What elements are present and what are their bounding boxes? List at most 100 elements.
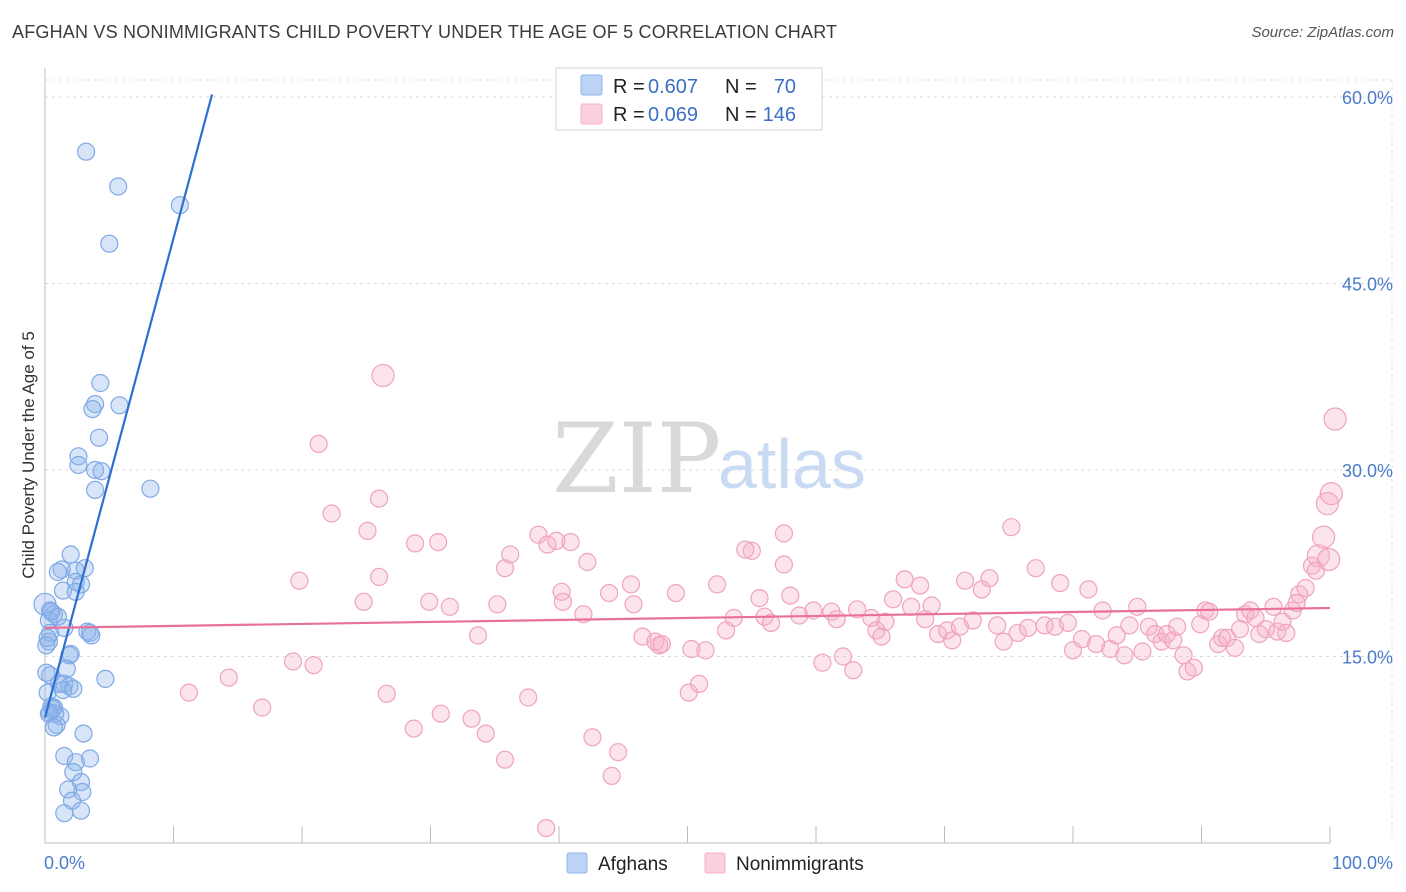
- nonimmigrants-point-40: [736, 540, 755, 559]
- nonimmigrants-point-123: [1311, 525, 1336, 549]
- legend-n-value-afghans: 70: [774, 76, 796, 98]
- afghans-point-53: [74, 724, 93, 743]
- afghans-point-4: [91, 373, 110, 393]
- nonimmigrants-point-13: [495, 559, 515, 578]
- nonimmigrants-point-19: [561, 532, 580, 552]
- y-tick-label-3: 60.0%: [1342, 88, 1393, 108]
- nonimmigrants-point-75: [1018, 618, 1038, 638]
- nonimmigrants-point-105: [1212, 628, 1232, 648]
- afghans-point-57: [64, 762, 83, 782]
- afghans-point-37: [57, 659, 76, 679]
- legend-n-label-afghans: N =: [725, 76, 757, 98]
- series-afghans: [33, 142, 189, 823]
- source-credit: Source: ZipAtlas.com: [1251, 24, 1394, 41]
- afghans-point-54: [55, 746, 74, 766]
- afghans-point-3: [100, 234, 119, 253]
- watermark-zip: ZIP: [552, 403, 721, 515]
- nonimmigrants-point-0: [371, 363, 395, 388]
- nonimmigrants-point-70: [980, 569, 999, 588]
- afghans-point-60: [58, 780, 78, 799]
- nonimmigrants-point-120: [1296, 578, 1315, 598]
- nonimmigrants-point-147: [689, 674, 709, 694]
- afghans-trend-line: [43, 94, 214, 718]
- afghans-point-48: [51, 707, 70, 726]
- nonimmigrants-point-87: [1107, 626, 1126, 645]
- nonimmigrants-point-1: [309, 434, 328, 453]
- nonimmigrants-point-16: [529, 525, 548, 544]
- nonimmigrants-point-144: [608, 743, 628, 762]
- nonimmigrants-point-71: [988, 616, 1007, 635]
- afghans-point-8: [89, 428, 109, 447]
- x-tick-labels: 0.0% 100.0%: [44, 853, 1393, 873]
- afghans-point-32: [82, 626, 101, 645]
- nonimmigrants-point-65: [943, 631, 962, 650]
- afghans-point-35: [61, 644, 80, 664]
- nonimmigrants-point-12: [468, 626, 488, 645]
- nonimmigrants-point-47: [813, 653, 832, 672]
- bottom-legend-swatch-nonimmigrants: [704, 852, 726, 874]
- bottom-legend-nonimmigrants: Nonimmigrants: [736, 854, 864, 875]
- nonimmigrants-point-11: [440, 597, 459, 616]
- x-tick-label-1: 100.0%: [1332, 853, 1393, 873]
- nonimmigrants-point-55: [872, 627, 891, 646]
- nonimmigrants-point-117: [1277, 623, 1296, 643]
- afghans-point-68: [48, 607, 68, 626]
- nonimmigrants-point-59: [901, 597, 921, 616]
- afghans-point-15: [61, 545, 80, 564]
- nonimmigrants-point-42: [774, 524, 794, 543]
- nonimmigrants-point-139: [476, 724, 495, 743]
- nonimmigrants-point-128: [1306, 561, 1326, 580]
- nonimmigrants-point-107: [1225, 638, 1245, 657]
- nonimmigrants-point-68: [963, 611, 982, 630]
- watermark-atlas: atlas: [718, 425, 866, 503]
- nonimmigrants-point-7: [429, 532, 448, 552]
- nonimmigrants-point-3: [358, 521, 377, 541]
- nonimmigrants-point-103: [1200, 602, 1219, 621]
- nonimmigrants-point-89: [1120, 616, 1139, 635]
- afghans-point-14: [141, 479, 160, 498]
- afghans-point-69: [38, 628, 57, 648]
- nonimmigrants-point-17: [538, 535, 557, 554]
- legend-swatch-nonimmigrants: [580, 103, 603, 125]
- nonimmigrants-trend-line: [44, 606, 1331, 630]
- nonimmigrants-point-60: [910, 576, 930, 595]
- trend-lines: [43, 94, 1331, 718]
- nonimmigrants-point-114: [1264, 597, 1283, 616]
- nonimmigrants-point-145: [602, 766, 621, 786]
- nonimmigrants-point-142: [537, 818, 556, 838]
- nonimmigrants-point-52: [847, 600, 867, 619]
- afghans-point-52: [44, 718, 64, 737]
- nonimmigrants-point-83: [1079, 580, 1098, 599]
- afghans-point-5: [85, 395, 105, 414]
- nonimmigrants-point-31: [666, 583, 686, 603]
- nonimmigrants-point-80: [1058, 613, 1078, 633]
- nonimmigrants-point-33: [696, 641, 715, 660]
- nonimmigrants-point-8: [354, 592, 373, 611]
- nonimmigrants-point-43: [774, 555, 794, 574]
- nonimmigrants-point-44: [781, 586, 800, 605]
- afghans-point-1: [109, 177, 128, 196]
- afghans-point-19: [48, 562, 68, 582]
- bottom-legend-afghans: Afghans: [598, 854, 668, 875]
- nonimmigrants-point-113: [1256, 619, 1275, 639]
- nonimmigrants-point-20: [578, 552, 597, 572]
- nonimmigrants-point-5: [322, 504, 341, 523]
- nonimmigrants-point-138: [462, 709, 481, 728]
- nonimmigrants-point-25: [621, 575, 641, 594]
- nonimmigrants-point-116: [1273, 612, 1292, 631]
- nonimmigrants-point-51: [844, 661, 863, 680]
- nonimmigrants-point-41: [761, 613, 781, 633]
- nonimmigrants-point-10: [420, 592, 439, 611]
- y-axis-title: Child Poverty Under the Age of 5: [19, 331, 38, 579]
- nonimmigrants-point-14: [501, 545, 520, 564]
- nonimmigrants-point-34: [707, 575, 727, 594]
- nonimmigrants-point-141: [519, 688, 538, 707]
- nonimmigrants-point-140: [495, 750, 515, 769]
- nonimmigrants-point-67: [955, 571, 975, 590]
- nonimmigrants-point-96: [1164, 631, 1183, 650]
- nonimmigrants-point-134: [304, 656, 323, 675]
- nonimmigrants-point-92: [1139, 617, 1158, 636]
- nonimmigrants-point-132: [253, 698, 272, 717]
- stats-legend: R = 0.607 N = 70 R = 0.069 N = 146: [555, 67, 823, 131]
- legend-r-label-nonimmigrants: R =: [613, 104, 645, 126]
